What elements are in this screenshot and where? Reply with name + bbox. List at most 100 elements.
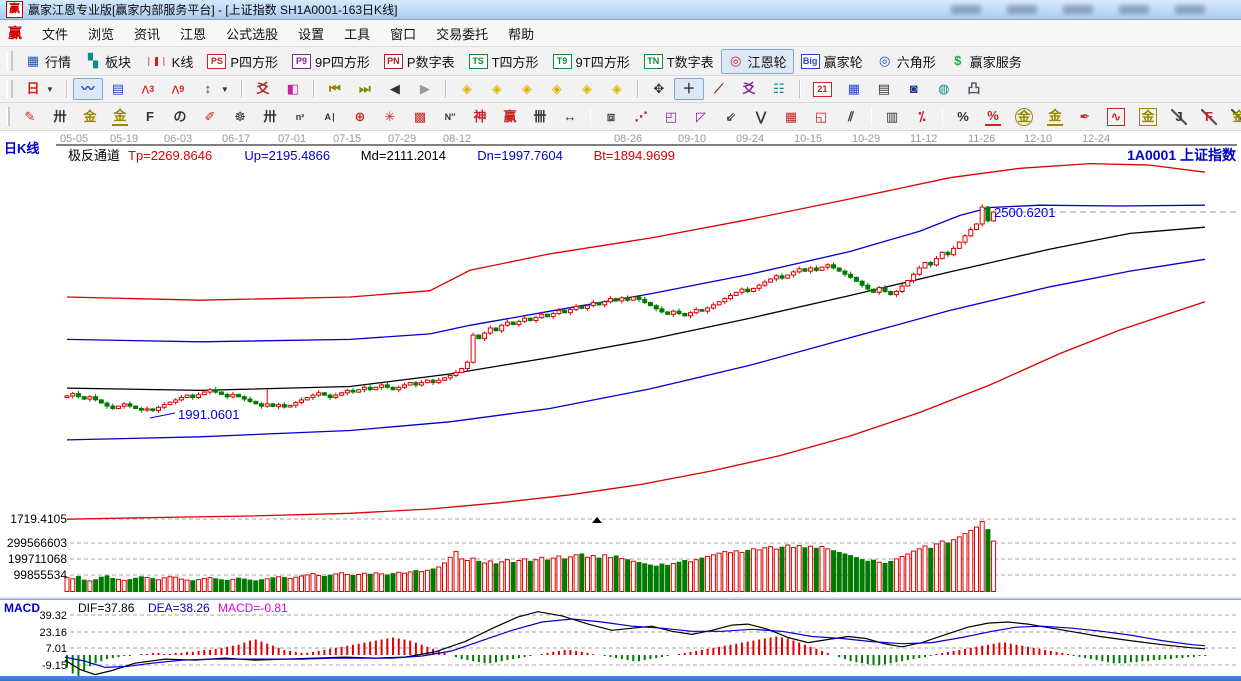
draw-gann-button[interactable]: 爻: [734, 78, 764, 100]
p-square-button[interactable]: PS P四方形: [200, 49, 285, 74]
gann-box-button[interactable]: ◰: [656, 106, 686, 128]
draw-knife-button[interactable]: ✐: [195, 106, 225, 128]
grid-arrow-button[interactable]: ◱: [806, 106, 836, 128]
quotes-button[interactable]: ▦ 行情: [18, 49, 78, 74]
first-page-button[interactable]: ⏮: [320, 78, 350, 100]
grid-red-button[interactable]: ▦: [776, 106, 806, 128]
width-measure-button[interactable]: ↔: [555, 106, 585, 128]
last-page-button[interactable]: ⏭: [350, 78, 380, 100]
arrow-fan-button[interactable]: ⇙: [716, 106, 746, 128]
gold-angle-button[interactable]: 金: [1224, 106, 1241, 128]
winner-wheel-button[interactable]: Big 赢家轮: [794, 49, 870, 74]
price-comb-button[interactable]: 卅: [255, 106, 285, 128]
sectors-button[interactable]: ▚ 板块: [78, 49, 138, 74]
circle-cross-button[interactable]: ⊕: [345, 106, 375, 128]
draw-fan-button[interactable]: ☷: [764, 78, 794, 100]
fan-lines-button[interactable]: ⋰: [626, 106, 656, 128]
gold-circle-button[interactable]: 金: [1008, 105, 1040, 129]
fibonacci-ruler-button[interactable]: F: [135, 106, 165, 128]
volume-bar: [356, 574, 362, 592]
draw-pen-button[interactable]: ✎: [15, 106, 45, 128]
kline-chart-canvas[interactable]: 05-05 05-19 06-03 06-17 07-01 07-15 07-29 08-12…: [0, 131, 1241, 596]
shen-tool-button[interactable]: 神: [465, 106, 495, 128]
save-button[interactable]: ◙: [899, 78, 929, 100]
percent-button[interactable]: %: [948, 106, 978, 128]
crosshair-button[interactable]: ＋: [673, 78, 704, 100]
box-tool-button[interactable]: ⧈: [596, 106, 626, 128]
p-table-button[interactable]: PN P数字表: [377, 49, 462, 74]
menu-item-江恩[interactable]: 江恩: [180, 26, 207, 42]
pan-hand-button[interactable]: ✥: [644, 78, 674, 100]
wave-3-button[interactable]: ⋀3: [133, 78, 163, 100]
menu-item-交易委托[interactable]: 交易委托: [436, 26, 489, 42]
gold-level-button[interactable]: 金: [1040, 105, 1070, 129]
spiral-button[interactable]: の: [165, 106, 195, 128]
next-page-button[interactable]: ▶: [410, 78, 440, 100]
ying-tool-button[interactable]: 赢: [495, 106, 525, 128]
zoom-in-y-button[interactable]: ◈: [542, 78, 572, 100]
flag-pen-button[interactable]: ✒: [1070, 106, 1100, 128]
percent-line-button[interactable]: ⁒: [907, 106, 937, 128]
macd-chart-canvas[interactable]: MACD DIF=37.86 DEA=38.26 MACD=-0.81 39.32 23.…: [0, 600, 1241, 676]
export-web-button[interactable]: ◍: [929, 78, 959, 100]
abacus-button[interactable]: 卌: [525, 106, 555, 128]
parallel-lines-button[interactable]: ⫽: [836, 106, 866, 128]
menu-item-窗口[interactable]: 窗口: [390, 26, 417, 42]
menu-item-公式选股[interactable]: 公式选股: [226, 26, 279, 42]
zigzag-button[interactable]: ⋁: [746, 106, 776, 128]
time-dial-button[interactable]: ☸: [225, 106, 255, 128]
wave-box-button[interactable]: ∿: [1100, 105, 1132, 129]
j-angle-button[interactable]: J: [1164, 106, 1194, 128]
zoom-fit-button[interactable]: ◈: [602, 78, 632, 100]
zoom-out-x-button[interactable]: ◈: [452, 78, 482, 100]
kline-button[interactable]: ❘❚❘ K线: [138, 49, 200, 74]
gann-fan-box-button[interactable]: ◸: [686, 106, 716, 128]
calendar-button[interactable]: 21: [806, 79, 839, 100]
trendline-button[interactable]: ⟋: [704, 78, 734, 100]
percent-underline-button[interactable]: %: [978, 105, 1008, 129]
t-square-button[interactable]: TS T四方形: [462, 49, 546, 74]
menu-item-设置[interactable]: 设置: [298, 26, 325, 42]
menu-item-帮助[interactable]: 帮助: [508, 26, 535, 42]
info-panel-button[interactable]: ▤: [103, 78, 133, 100]
volume-profile-button[interactable]: ◧: [278, 78, 308, 100]
gold-box-button[interactable]: 金: [1132, 105, 1164, 129]
hexagon-button[interactable]: ◎ 六角形: [870, 49, 943, 74]
square-of-nine-button[interactable]: n²: [285, 106, 315, 128]
panel-splitter[interactable]: [0, 596, 1241, 600]
trend-mode-button[interactable]: 〰: [72, 78, 103, 100]
t-table-button[interactable]: TN T数字表: [637, 49, 721, 74]
andrews-pitchfork-button[interactable]: A∣: [315, 106, 345, 128]
zoom-out-y-button[interactable]: ◈: [512, 78, 542, 100]
menu-item-文件[interactable]: 文件: [42, 26, 69, 42]
golden-gate-1-button[interactable]: 金: [75, 106, 105, 128]
menu-item-工具[interactable]: 工具: [344, 26, 371, 42]
period-day-button[interactable]: 日 ▼: [18, 78, 61, 100]
gann-wheel-button[interactable]: ◎ 江恩轮: [720, 48, 794, 74]
menu-item-浏览[interactable]: 浏览: [88, 26, 115, 42]
toolbar-grip[interactable]: [6, 107, 10, 126]
winner-service-button[interactable]: $ 赢家服务: [943, 49, 1029, 74]
menu-item-资讯[interactable]: 资讯: [134, 26, 161, 42]
column-stats-button[interactable]: ▥: [877, 106, 907, 128]
zoom-reset-button[interactable]: ◈: [572, 78, 602, 100]
print-button[interactable]: 凸: [959, 78, 989, 100]
title-bar[interactable]: 赢 赢家江恩专业版[赢家内部服务平台] - [上证指数 SH1A0001-163…: [0, 0, 1241, 20]
grid-comb-button[interactable]: 卅: [45, 106, 75, 128]
candle-style-button[interactable]: ↕ ▼: [193, 78, 236, 100]
zoom-in-x-button[interactable]: ◈: [482, 78, 512, 100]
calculator-button[interactable]: ▦: [839, 78, 869, 100]
prev-page-button[interactable]: ◀: [380, 78, 410, 100]
toolbar-grip[interactable]: [6, 51, 13, 71]
gann-shape-button[interactable]: 爻: [248, 78, 278, 100]
report-button[interactable]: ▤: [869, 78, 899, 100]
notation-button[interactable]: N″: [435, 106, 465, 128]
box-grid-button[interactable]: ▩: [405, 106, 435, 128]
toolbar-grip[interactable]: [6, 79, 13, 99]
f-angle-button[interactable]: F: [1194, 106, 1224, 128]
9p-square-button[interactable]: P9 9P四方形: [285, 49, 377, 74]
9t-square-button[interactable]: T9 9T四方形: [546, 49, 637, 74]
wave-9-button[interactable]: ⋀9: [163, 78, 193, 100]
star-grid-button[interactable]: ✳: [375, 106, 405, 128]
golden-gate-2-button[interactable]: 金: [105, 105, 135, 129]
